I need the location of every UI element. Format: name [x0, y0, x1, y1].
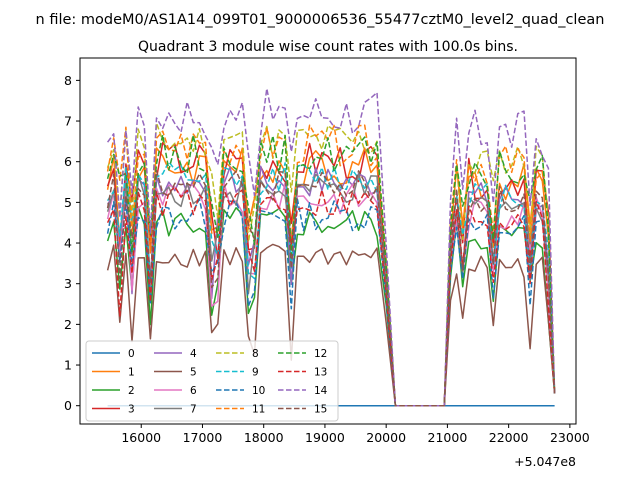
x-tick-label: 21000	[428, 430, 468, 445]
legend-label-6: 6	[190, 385, 197, 397]
legend-label-12: 12	[314, 348, 327, 360]
series-line-14	[106, 87, 556, 407]
y-tick-label: 0	[64, 398, 72, 413]
legend-label-11: 11	[252, 404, 265, 416]
legend-label-5: 5	[190, 367, 197, 379]
series-line-12	[106, 134, 556, 407]
axis-layer: 16000 17000 18000 19000 20000 21000 22000 23000…	[64, 73, 590, 445]
figure-suptitle: n file: modeM0/AS1A14_099T01_9000006536_…	[36, 12, 605, 28]
y-tick-label: 2	[64, 317, 72, 332]
x-tick-label: 18000	[244, 430, 284, 445]
y-tick-label: 3	[64, 276, 72, 291]
series-line-5	[106, 243, 556, 407]
legend-label-9: 9	[252, 367, 259, 379]
legend-label-14: 14	[314, 385, 328, 397]
y-tick-label: 4	[64, 236, 72, 251]
x-tick-label: 16000	[121, 430, 161, 445]
x-tick-label: 20000	[366, 430, 406, 445]
legend-label-7: 7	[190, 404, 197, 416]
legend-label-1: 1	[128, 367, 135, 379]
series-line-2	[106, 206, 556, 407]
chart-title: Quadrant 3 module wise count rates with …	[138, 39, 518, 55]
y-tick-label: 7	[64, 114, 72, 129]
x-tick-label: 23000	[550, 430, 590, 445]
series-line-15	[106, 170, 556, 407]
y-tick-label: 1	[64, 358, 72, 373]
x-tick-label: 22000	[489, 430, 529, 445]
legend-label-13: 13	[314, 367, 327, 379]
series-line-13	[106, 186, 556, 407]
legend-box	[85, 340, 339, 422]
legend-label-2: 2	[128, 385, 135, 397]
legend-label-8: 8	[252, 348, 259, 360]
x-offset-label: +5.047e8	[514, 454, 576, 469]
x-tick-label: 19000	[305, 430, 345, 445]
legend-label-15: 15	[314, 404, 327, 416]
y-tick-label: 6	[64, 154, 72, 169]
legend-label-10: 10	[252, 385, 265, 397]
x-tick-label: 17000	[183, 430, 223, 445]
series-line-10	[106, 198, 556, 407]
series-layer	[106, 87, 556, 407]
series-line-8	[106, 122, 556, 407]
plot-frame	[79, 57, 577, 425]
legend-label-4: 4	[190, 348, 197, 360]
y-tick-label: 5	[64, 195, 72, 210]
y-tick-label: 8	[64, 73, 72, 88]
legend-label-0: 0	[128, 348, 135, 360]
legend-label-3: 3	[128, 404, 135, 416]
